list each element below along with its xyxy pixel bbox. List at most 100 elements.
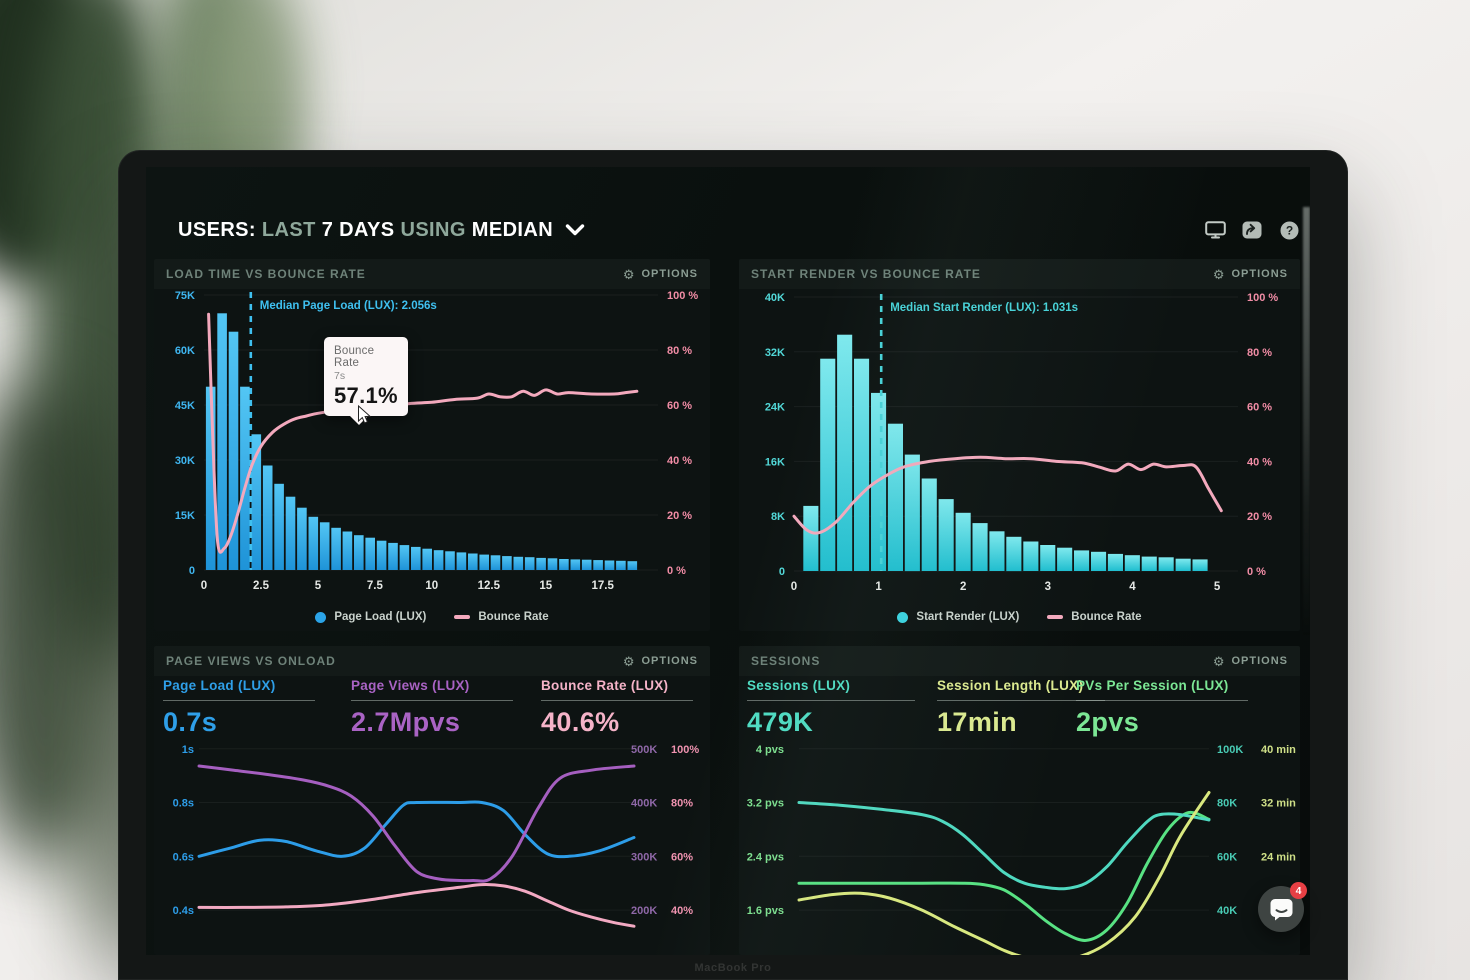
page-title: USERS: LAST 7 DAYS USING MEDIAN [178,219,553,242]
panel-sessions-header: SESSIONS ⚙ OPTIONS [739,646,1300,676]
screen-glare [1303,207,1310,637]
svg-text:80 %: 80 % [667,345,692,357]
svg-text:0 %: 0 % [667,565,686,577]
svg-text:15K: 15K [175,510,195,522]
svg-text:Median Page Load (LUX): 2.056s: Median Page Load (LUX): 2.056s [260,300,437,312]
options-button[interactable]: ⚙ OPTIONS [623,268,698,281]
svg-text:40 %: 40 % [667,455,692,467]
legend-dash-icon [1047,615,1064,619]
panel-start-render: START RENDER VS BOUNCE RATE ⚙ OPTIONS 40K… [739,259,1300,631]
svg-text:1s: 1s [182,744,194,756]
svg-text:0.4s: 0.4s [173,905,194,917]
legend-label: Bounce Rate [1071,611,1142,623]
svg-text:30K: 30K [175,455,195,467]
metric-value: 40.6% [541,707,620,737]
svg-text:80K: 80K [1217,798,1237,810]
panel-title: LOAD TIME VS BOUNCE RATE [166,267,366,281]
svg-text:40K: 40K [765,292,785,304]
panel-sessions: SESSIONS ⚙ OPTIONS Sessions (LUX) 479K Se… [739,646,1300,955]
legend-bounce-rate[interactable]: Bounce Rate [454,611,549,623]
svg-text:75K: 75K [175,290,195,302]
svg-text:32K: 32K [765,347,785,359]
svg-text:500K: 500K [631,744,657,756]
svg-text:4 pvs: 4 pvs [756,744,784,756]
svg-text:24K: 24K [765,402,785,414]
svg-text:2.4 pvs: 2.4 pvs [747,851,784,863]
page-views-chart[interactable]: 1s 0.8s 0.6s 0.4s 500K 400K 300K 200K 100% 80% 60%… [154,736,710,955]
svg-text:20 %: 20 % [667,510,692,522]
mouse-cursor-icon [357,404,372,430]
svg-text:2: 2 [960,581,966,593]
device-brand-label: MacBook Pro [694,962,772,974]
legend-page-load[interactable]: Page Load (LUX) [315,611,426,623]
panel-title: PAGE VIEWS VS ONLOAD [166,654,336,668]
help-icon[interactable]: ? [1278,220,1300,240]
options-button[interactable]: ⚙ OPTIONS [1213,268,1288,281]
svg-text:2.5: 2.5 [253,580,270,592]
metric-pvs-per-session: PVs Per Session (LUX) 2pvs [1076,678,1256,738]
options-button[interactable]: ⚙ OPTIONS [1213,655,1288,668]
intercom-launcher[interactable]: 4 [1258,882,1307,932]
svg-text:300K: 300K [631,851,657,863]
chevron-down-icon[interactable] [565,224,585,236]
headline-metrics: Sessions (LUX) 479K Session Length (LUX)… [739,678,1300,744]
start-render-chart[interactable]: 40K 100 % 32K 80 % 24K 60 % 16K 40 % 8K 20 % 0 0 % 0… [739,289,1300,606]
metric-underline [1076,700,1248,701]
legend-start-render[interactable]: Start Render (LUX) [897,611,1019,623]
svg-text:200K: 200K [631,905,657,917]
svg-text:5: 5 [315,580,322,592]
svg-text:40 %: 40 % [1247,456,1272,468]
svg-text:1.6 pvs: 1.6 pvs [747,905,784,917]
svg-text:32 min: 32 min [1261,798,1296,810]
title-days: 7 DAYS [321,218,395,241]
legend: Start Render (LUX) Bounce Rate [739,611,1300,623]
metric-value: 0.7s [163,707,218,737]
svg-text:3.2 pvs: 3.2 pvs [747,798,784,810]
svg-text:45K: 45K [175,400,195,412]
options-button[interactable]: ⚙ OPTIONS [623,655,698,668]
share-icon[interactable] [1241,220,1263,240]
title-users: USERS: [178,218,256,241]
panel-title: START RENDER VS BOUNCE RATE [751,267,981,281]
svg-text:60 %: 60 % [667,400,692,412]
svg-text:400K: 400K [631,798,657,810]
svg-text:0: 0 [791,581,797,593]
tooltip-series: Bounce Rate [334,345,375,369]
svg-text:0 %: 0 % [1247,566,1266,578]
gear-icon: ⚙ [1212,266,1226,282]
title-metric: MEDIAN [471,218,554,241]
panel-page-views-header: PAGE VIEWS VS ONLOAD ⚙ OPTIONS [154,646,710,676]
dashboard-header: USERS: LAST 7 DAYS USING MEDIAN ? [178,213,1300,247]
svg-text:0: 0 [201,580,207,592]
sessions-chart[interactable]: 4 pvs 3.2 pvs 2.4 pvs 1.6 pvs 100K 80K 60K 40K 4… [739,736,1300,955]
svg-text:60 %: 60 % [1247,402,1272,414]
laptop-body: USERS: LAST 7 DAYS USING MEDIAN ? [118,150,1348,980]
gear-icon: ⚙ [622,653,636,669]
legend-dot-icon [897,611,909,623]
legend-bounce-rate[interactable]: Bounce Rate [1047,611,1142,623]
options-label: OPTIONS [1231,655,1288,667]
load-time-chart[interactable]: 75K 100 % 60K 80 % 45K 60 % 30K 40 % 15K 20 % 0 0 %… [154,289,710,606]
metric-value: 2pvs [1076,707,1140,737]
panel-load-time: LOAD TIME VS BOUNCE RATE ⚙ OPTIONS 75K 10 0… [154,259,710,631]
notification-badge: 4 [1290,882,1307,899]
svg-text:10: 10 [425,580,438,592]
svg-text:100%: 100% [671,744,699,756]
metric-label: PVs Per Session (LUX) [1076,678,1229,693]
svg-text:100K: 100K [1217,744,1243,756]
svg-text:60K: 60K [175,345,195,357]
legend-label: Bounce Rate [478,611,549,623]
title-using: USING [394,218,472,241]
laptop-screen: USERS: LAST 7 DAYS USING MEDIAN ? [146,167,1310,955]
legend-label: Page Load (LUX) [334,611,427,623]
chart-tooltip: Bounce Rate 7s 57.1% [324,337,408,425]
headline-metrics: Page Load (LUX) 0.7s Page Views (LUX) 2.… [154,678,710,744]
legend: Page Load (LUX) Bounce Rate [154,611,710,623]
tooltip-value: 57.1% [334,383,398,408]
metric-label: Page Load (LUX) [163,678,276,693]
options-label: OPTIONS [641,655,698,667]
metric-value: 2.7Mpvs [351,707,461,737]
display-icon[interactable] [1204,220,1226,240]
svg-text:0.6s: 0.6s [173,851,194,863]
